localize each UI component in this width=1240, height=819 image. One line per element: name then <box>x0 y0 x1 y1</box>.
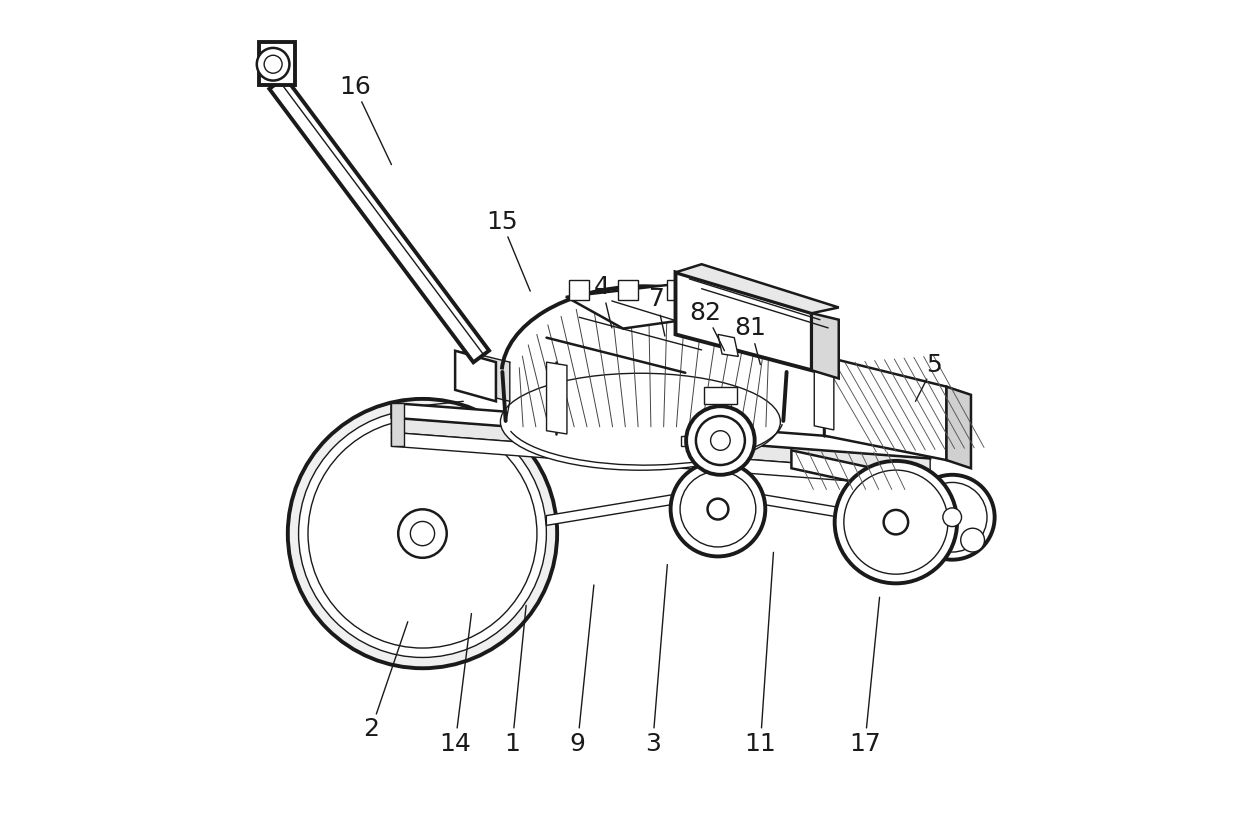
Polygon shape <box>761 495 839 518</box>
Polygon shape <box>569 280 589 300</box>
Polygon shape <box>464 351 510 401</box>
Polygon shape <box>718 334 738 356</box>
Polygon shape <box>619 280 637 300</box>
Circle shape <box>696 416 745 465</box>
Text: 5: 5 <box>926 353 942 377</box>
Polygon shape <box>565 282 723 328</box>
Text: 82: 82 <box>689 301 722 325</box>
Polygon shape <box>392 403 404 446</box>
Circle shape <box>918 482 987 552</box>
Circle shape <box>844 470 947 574</box>
Circle shape <box>264 55 281 73</box>
Polygon shape <box>547 362 567 434</box>
Polygon shape <box>547 495 675 526</box>
Polygon shape <box>681 436 698 446</box>
Text: 14: 14 <box>439 732 471 756</box>
Text: 81: 81 <box>734 316 766 340</box>
Circle shape <box>942 508 961 527</box>
Circle shape <box>711 431 730 450</box>
Circle shape <box>680 471 756 547</box>
Circle shape <box>686 406 755 475</box>
Text: 16: 16 <box>339 75 371 99</box>
Polygon shape <box>676 265 838 313</box>
Ellipse shape <box>501 373 780 470</box>
Polygon shape <box>812 313 838 378</box>
Circle shape <box>288 399 557 668</box>
Polygon shape <box>704 387 737 404</box>
Polygon shape <box>946 387 971 468</box>
Circle shape <box>671 462 765 556</box>
Circle shape <box>257 48 289 80</box>
Circle shape <box>884 510 908 534</box>
Text: 3: 3 <box>645 732 661 756</box>
Text: 2: 2 <box>363 717 379 741</box>
Circle shape <box>308 419 537 648</box>
Circle shape <box>961 528 985 552</box>
Polygon shape <box>676 273 812 370</box>
Text: 17: 17 <box>849 732 880 756</box>
Polygon shape <box>392 403 930 459</box>
Polygon shape <box>815 354 833 430</box>
Text: 1: 1 <box>505 732 521 756</box>
Circle shape <box>910 475 994 559</box>
Circle shape <box>410 522 434 545</box>
Polygon shape <box>825 356 946 460</box>
Polygon shape <box>791 450 895 491</box>
Circle shape <box>398 509 446 558</box>
Circle shape <box>835 461 957 583</box>
Polygon shape <box>455 351 496 401</box>
Text: 15: 15 <box>486 210 517 233</box>
Circle shape <box>708 499 728 519</box>
Text: 11: 11 <box>744 732 776 756</box>
Polygon shape <box>259 43 295 85</box>
Polygon shape <box>392 418 930 473</box>
Text: 4: 4 <box>594 275 610 299</box>
Polygon shape <box>392 432 930 487</box>
Text: 7: 7 <box>649 287 665 311</box>
Polygon shape <box>717 280 735 300</box>
Text: 9: 9 <box>569 732 585 756</box>
Polygon shape <box>667 280 687 300</box>
Polygon shape <box>269 77 489 362</box>
Circle shape <box>299 410 547 658</box>
